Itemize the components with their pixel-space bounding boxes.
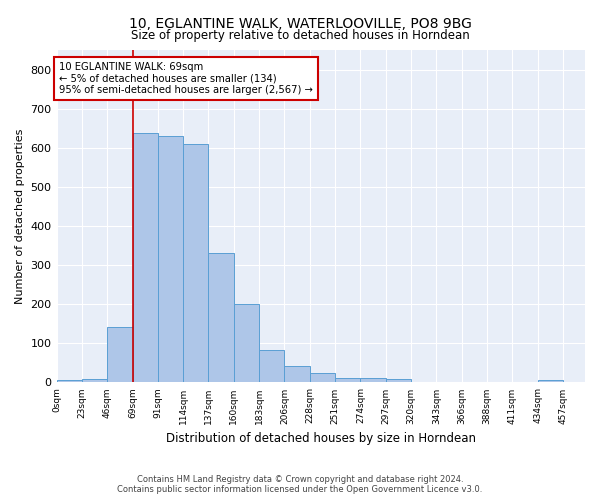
- Bar: [158, 136, 183, 382]
- Text: 10 EGLANTINE WALK: 69sqm
← 5% of detached houses are smaller (134)
95% of semi-d: 10 EGLANTINE WALK: 69sqm ← 5% of detache…: [59, 62, 313, 95]
- Bar: [361, 378, 386, 382]
- Bar: [310, 372, 335, 382]
- Bar: [183, 144, 208, 382]
- Bar: [56, 380, 82, 382]
- Bar: [386, 380, 411, 382]
- Bar: [133, 134, 158, 382]
- Text: Size of property relative to detached houses in Horndean: Size of property relative to detached ho…: [131, 29, 469, 42]
- Bar: [208, 254, 234, 382]
- Bar: [82, 378, 107, 382]
- Bar: [234, 304, 259, 382]
- Bar: [259, 350, 284, 382]
- Bar: [107, 326, 133, 382]
- Y-axis label: Number of detached properties: Number of detached properties: [15, 128, 25, 304]
- Bar: [335, 378, 361, 382]
- Bar: [284, 366, 310, 382]
- Text: Contains HM Land Registry data © Crown copyright and database right 2024.
Contai: Contains HM Land Registry data © Crown c…: [118, 474, 482, 494]
- X-axis label: Distribution of detached houses by size in Horndean: Distribution of detached houses by size …: [166, 432, 476, 445]
- Text: 10, EGLANTINE WALK, WATERLOOVILLE, PO8 9BG: 10, EGLANTINE WALK, WATERLOOVILLE, PO8 9…: [128, 18, 472, 32]
- Bar: [538, 380, 563, 382]
